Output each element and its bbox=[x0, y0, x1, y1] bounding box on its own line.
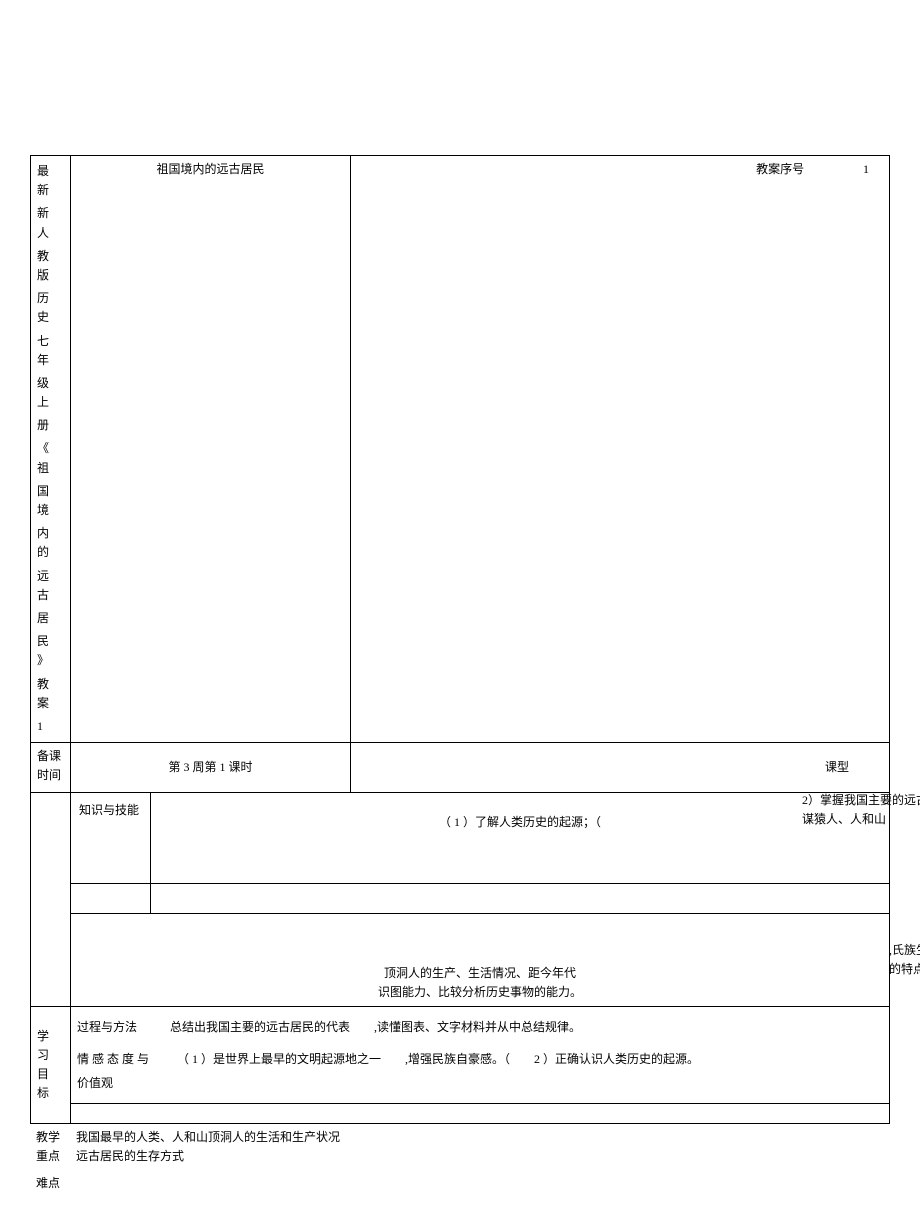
v2: 新 人 bbox=[37, 202, 64, 244]
v1: 最 新 bbox=[37, 160, 64, 202]
lesson-title-cell: 祖国境内的远古居民 bbox=[71, 156, 351, 743]
v8: 《 祖 bbox=[37, 437, 64, 479]
difficulty-label-cell: 难点 bbox=[30, 1170, 70, 1197]
process-text: 总结出我国主要的远古居民的代表 ,读懂图表、文字材料并从中总结规律。 bbox=[170, 1020, 581, 1034]
v11: 远 古 bbox=[37, 565, 64, 607]
vertical-title-cell: 最 新 新 人 教 版 历 史 七 年 级 上 册 《 祖 国 境 内 的 远 … bbox=[31, 156, 71, 743]
seq-label: 教案序号 bbox=[436, 160, 804, 179]
process-label: 过程与方法 bbox=[77, 1015, 167, 1039]
knowledge-table: 知识与技能 （ 1 ）了解人类历史的起源；（ 2）掌握我国主要的远古居民元 谋猿… bbox=[30, 793, 890, 1007]
knowledge-content-cell: （ 1 ）了解人类历史的起源；（ 2）掌握我国主要的远古居民元 谋猿人、人和山 bbox=[151, 793, 890, 883]
class-type: 课型 bbox=[825, 760, 849, 774]
seq-cell: 教案序号 1 bbox=[351, 156, 890, 743]
knowledge-label-cell: 知识与技能 bbox=[71, 793, 151, 883]
empty-goal-row bbox=[71, 1103, 890, 1123]
prep-label: 备课时间 bbox=[37, 747, 64, 785]
v7: 册 bbox=[37, 414, 64, 437]
class-type-cell: 课型 bbox=[351, 743, 890, 793]
goals-table: 学习目标 过程与方法 总结出我国主要的远古居民的代表 ,读懂图表、文字材料并从中… bbox=[30, 1007, 890, 1124]
empty-mid-1 bbox=[71, 883, 151, 913]
period-text: 第 3 周第 1 课时 bbox=[168, 760, 252, 774]
empty-mid-2 bbox=[151, 883, 890, 913]
v6: 级 上 bbox=[37, 372, 64, 414]
content-mid-cell: 顶洞人的生产、生活情况、距今年代 识图能力、比较分析历史事物的能力。 ,氏族生活… bbox=[71, 913, 890, 1006]
prep-label-cell: 备课时间 bbox=[31, 743, 71, 793]
seq-num: 1 bbox=[863, 160, 869, 179]
difficulty-text: 远古居民的生存方式 bbox=[76, 1147, 884, 1166]
knowledge-label: 知识与技能 bbox=[79, 803, 139, 817]
difficulty-empty bbox=[70, 1170, 890, 1197]
line-a: 顶洞人的生产、生活情况、距今年代 bbox=[77, 964, 883, 983]
knowledge-line1: （ 1 ）了解人类历史的起源；（ bbox=[439, 815, 601, 829]
overflow-2: ,氏族生活的特点。（ bbox=[889, 941, 920, 979]
v5: 七 年 bbox=[37, 330, 64, 372]
focus-table: 教学重点 我国最早的人类、人和山顶洞人的生活和生产状况 远古居民的生存方式 难点 bbox=[30, 1124, 890, 1198]
line-b: 识图能力、比较分析历史事物的能力。 bbox=[77, 983, 883, 1002]
study-label-cell: 学习目标 bbox=[31, 1007, 71, 1124]
emotion-text: （ 1 ）是世界上最早的文明起源地之一 ,增强民族自豪感。（ 2 ）正确认识人类… bbox=[177, 1047, 883, 1095]
v12: 居 bbox=[37, 607, 64, 630]
header-table: 最 新 新 人 教 版 历 史 七 年 级 上 册 《 祖 国 境 内 的 远 … bbox=[30, 155, 890, 793]
v15: 1 bbox=[37, 715, 64, 738]
focus-content-cell: 我国最早的人类、人和山顶洞人的生活和生产状况 远古居民的生存方式 bbox=[70, 1124, 890, 1170]
v3: 教 版 bbox=[37, 245, 64, 287]
empty-left-cell bbox=[31, 793, 71, 1006]
v10: 内 的 bbox=[37, 522, 64, 564]
goals-content-cell: 过程与方法 总结出我国主要的远古居民的代表 ,读懂图表、文字材料并从中总结规律。… bbox=[71, 1007, 890, 1104]
difficulty-label: 难点 bbox=[36, 1176, 60, 1190]
v4: 历 史 bbox=[37, 287, 64, 329]
v13: 民 》 bbox=[37, 630, 64, 672]
v9: 国 境 bbox=[37, 480, 64, 522]
overflow-1: 2）掌握我国主要的远古居民元 谋猿人、人和山 bbox=[802, 791, 920, 829]
focus-text: 我国最早的人类、人和山顶洞人的生活和生产状况 bbox=[76, 1128, 884, 1147]
period-cell: 第 3 周第 1 课时 bbox=[71, 743, 351, 793]
focus-label-cell: 教学重点 bbox=[30, 1124, 70, 1170]
lesson-title: 祖国境内的远古居民 bbox=[156, 162, 264, 176]
v14: 教 案 bbox=[37, 673, 64, 715]
emotion-label: 情 感 态 度 与价值观 bbox=[77, 1047, 177, 1095]
